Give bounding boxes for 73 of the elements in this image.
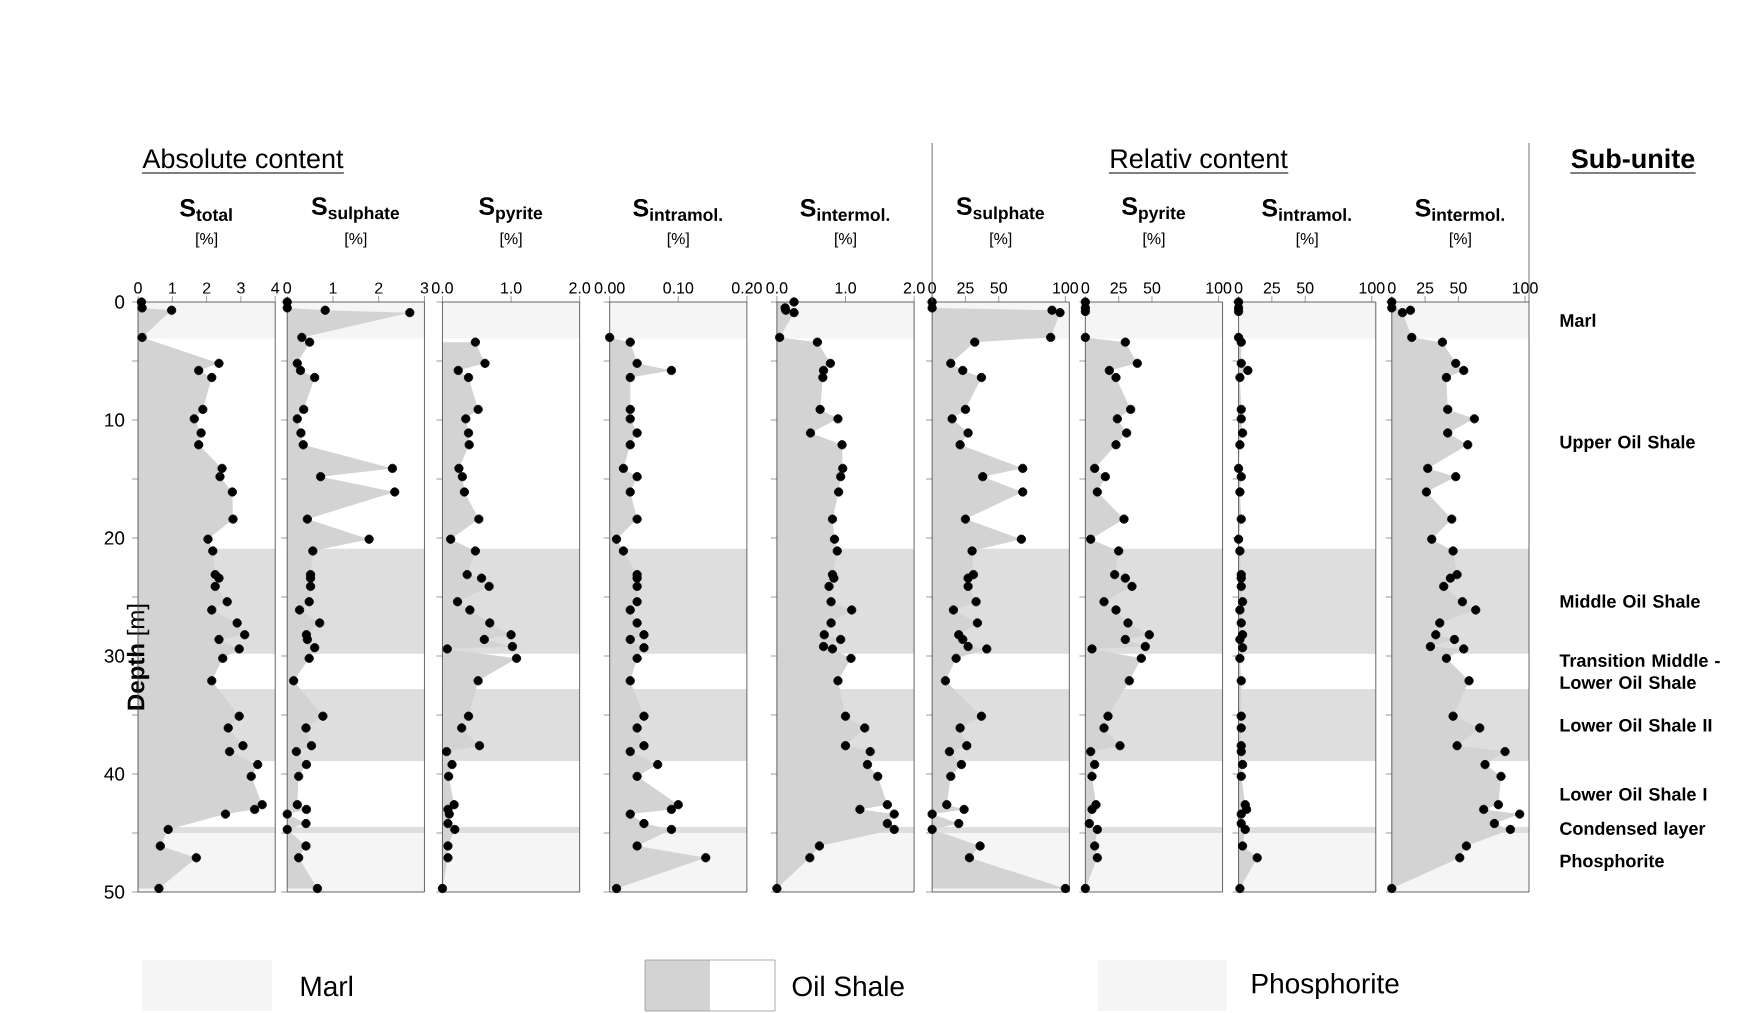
x-tick-label: 1.0 (835, 282, 857, 294)
x-tick-label: 50 (1143, 282, 1161, 294)
band-label: Marl (1560, 313, 1596, 327)
x-tick-label: 0.20 (731, 282, 762, 294)
text: Lower Oil Shale I (1560, 787, 1707, 801)
x-tick-label: 3 (237, 282, 245, 294)
x-tick-label: 50 (990, 282, 1008, 294)
text: Upper Oil Shale (1560, 435, 1695, 452)
chart-title: S$_{intermol.}$ (800, 199, 890, 222)
x-tick-label: 25 (1417, 282, 1434, 294)
text: Oil Shale (792, 975, 904, 997)
chart-subtitle: [%] (1143, 232, 1165, 248)
x-tick-label: 50 (1450, 282, 1467, 294)
text: Sub-unite (1571, 148, 1695, 169)
chart-title: S$_{sulphate}$ (956, 197, 1044, 223)
chart-title: S$_{pyrite}$ (479, 197, 543, 223)
y-axis-title: Depth [m] (126, 604, 150, 710)
chart-subtitle: [%] (500, 232, 522, 248)
text: Transition Middle - Lower Oil Shale (1559, 653, 1720, 689)
chart-subtitle: [%] (196, 232, 218, 248)
y-tick-label: 50 (104, 885, 125, 899)
x-tick-label: 0 (1081, 282, 1090, 294)
band-label: Phosphorite (1560, 854, 1664, 871)
chart-title: S$_{sulphate}$ (311, 197, 400, 223)
band-label: Middle Oil Shale (1560, 594, 1700, 608)
chart-title: S$_{pyrite}$ (1122, 197, 1186, 223)
x-tick-label: 25 (1263, 282, 1281, 294)
chart-title: S$_{total}$ (180, 199, 232, 222)
x-tick-label: 2.0 (903, 282, 925, 294)
x-tick-label: 0 (283, 282, 292, 294)
y-tick-label: 20 (104, 531, 125, 545)
x-tick-label: 100 (1053, 282, 1079, 294)
x-tick-label: 25 (957, 282, 974, 294)
x-tick-label: 2.0 (569, 282, 591, 294)
x-tick-label: 25 (1110, 282, 1127, 294)
text: Marl (301, 975, 352, 997)
band-label: Condensed layer (1560, 821, 1706, 839)
x-tick-label: 0.0 (766, 282, 788, 294)
text: Absolute content (142, 148, 344, 169)
chart-subtitle: [%] (990, 232, 1012, 248)
x-tick-label: 0 (928, 282, 936, 294)
x-tick-label: 100 (1206, 282, 1232, 294)
text: Relativ content (1111, 148, 1288, 169)
chart-subtitle: [%] (1449, 232, 1471, 248)
chart-subtitle: [%] (835, 232, 856, 248)
x-tick-label: 0.00 (594, 282, 625, 294)
chart-title: S$_{intramol.}$ (633, 199, 722, 222)
x-tick-label: 100 (1512, 282, 1538, 294)
y-tick-label: 30 (104, 649, 125, 663)
chart-title: S$_{intermol.}$ (1415, 199, 1505, 222)
x-tick-label: 1 (329, 282, 337, 294)
y-tick-label: 10 (105, 413, 125, 427)
x-tick-label: 1.0 (501, 282, 522, 294)
x-tick-label: 0 (1387, 282, 1396, 294)
chart-title: S$_{intramol.}$ (1262, 199, 1351, 222)
chart-subtitle: [%] (667, 232, 689, 248)
x-tick-label: 100 (1359, 282, 1385, 294)
chart-subtitle: [%] (345, 232, 367, 248)
x-tick-label: 0 (1234, 282, 1243, 294)
x-tick-label: 2 (202, 282, 211, 294)
x-tick-label: 0.10 (663, 282, 694, 294)
x-tick-label: 2 (375, 282, 383, 294)
text: Phosphorite (1252, 972, 1399, 1000)
x-tick-label: 4 (271, 282, 280, 294)
x-tick-label: 50 (1296, 282, 1314, 294)
y-tick-label: 40 (104, 767, 125, 781)
band-label: Lower Oil Shale II (1560, 718, 1712, 732)
y-tick-label: 0 (115, 295, 125, 309)
x-tick-label: 0.0 (431, 282, 453, 294)
x-tick-label: 0 (134, 282, 142, 294)
x-tick-label: 1 (169, 282, 176, 294)
chart-subtitle: [%] (1296, 232, 1318, 248)
x-tick-label: 3 (420, 282, 429, 294)
